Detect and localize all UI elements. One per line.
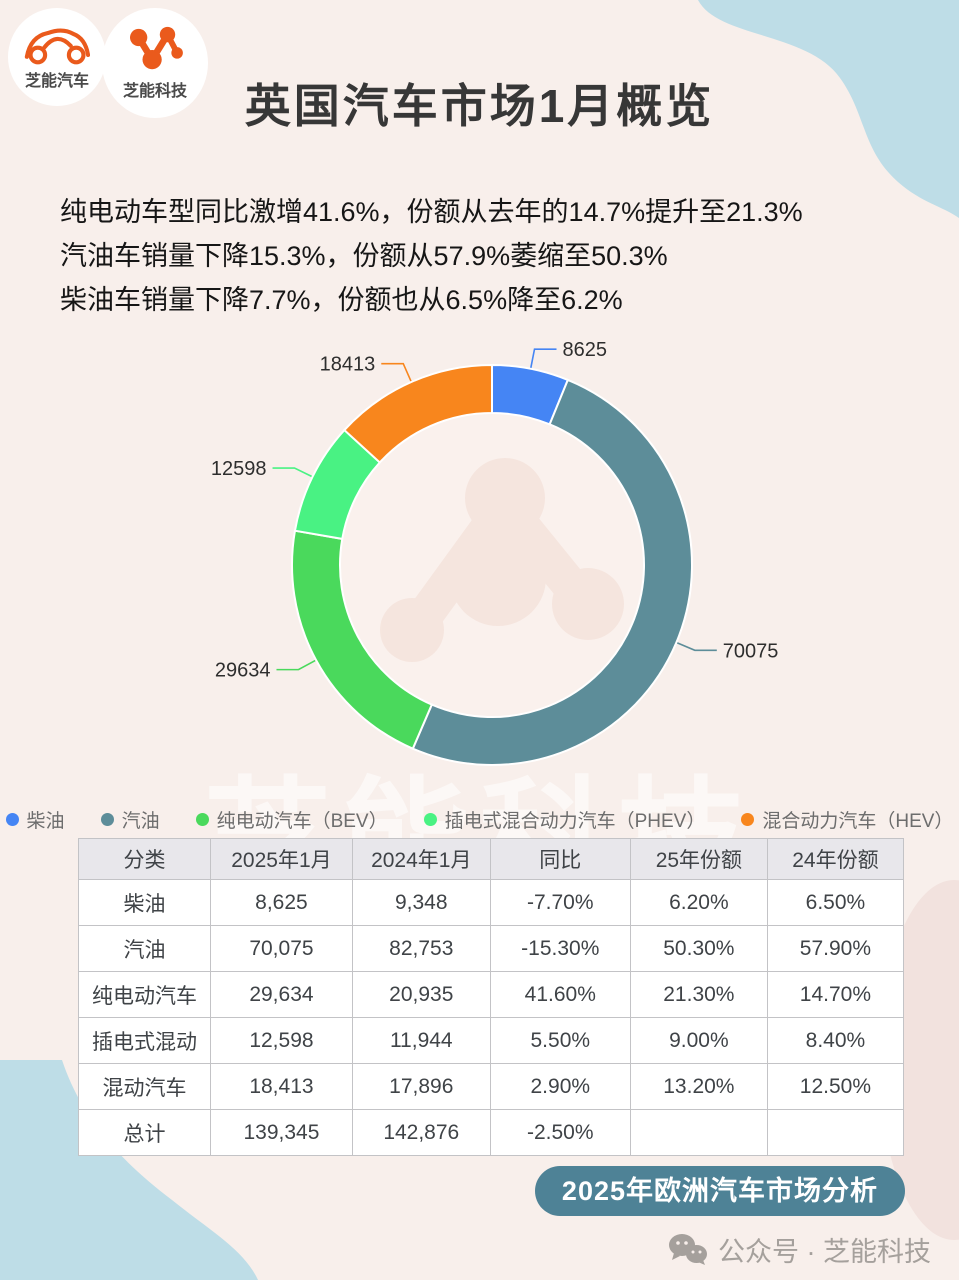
donut-slice-1[interactable] (411, 378, 693, 766)
legend-item-4[interactable]: 混合动力汽车（HEV） (741, 806, 953, 833)
logo-label: 芝能科技 (122, 83, 187, 100)
data-label: 29634 (215, 660, 271, 682)
logo-zhineng-auto: 芝能汽车 (8, 8, 106, 106)
legend-dot (195, 813, 209, 826)
table-header-cell: 24年份额 (766, 838, 905, 880)
table-cell: 57.90% (766, 925, 905, 972)
footer: 公众号 · 芝能科技 (668, 1230, 931, 1269)
table-header-cell: 25年份额 (629, 838, 768, 880)
wechat-icon (669, 1234, 707, 1265)
table-cell: 13.20% (629, 1063, 768, 1110)
table-cell: 11,944 (351, 1017, 491, 1064)
table-cell: 纯电动汽车 (78, 971, 211, 1018)
table-cell: 21.30% (629, 971, 768, 1018)
table-cell: 142,876 (351, 1109, 491, 1156)
legend-label: 插电式混合动力汽车（PHEV） (444, 811, 706, 832)
table-cell: 12,598 (210, 1017, 353, 1064)
table-cell (766, 1109, 905, 1156)
table-cell: 29,634 (210, 971, 353, 1018)
table-header-cell: 分类 (78, 838, 211, 880)
table-cell: 6.50% (766, 879, 905, 926)
table-cell: 2.90% (489, 1063, 631, 1110)
legend-dot (741, 813, 755, 826)
table-cell: 41.60% (489, 971, 631, 1018)
table-cell: -2.50% (489, 1109, 631, 1156)
donut-slice-4[interactable] (342, 363, 493, 464)
legend-item-0[interactable]: 柴油 (5, 806, 65, 833)
table-cell: 6.20% (629, 879, 768, 926)
table-cell: 8,625 (210, 879, 353, 926)
label-leader-line (381, 362, 412, 382)
table-cell: 139,345 (210, 1109, 353, 1156)
table-row: 柴油 8,625 9,348 -7.70% 6.20% 6.50% (78, 879, 905, 926)
summary-line: 柴油车销量下降7.7%，份额也从6.5%降至6.2% (60, 285, 623, 315)
legend-label: 混合动力汽车（HEV） (762, 811, 954, 832)
table-cell (629, 1109, 768, 1156)
table-row: 纯电动汽车 29,634 20,935 41.60% 21.30% 14.70% (78, 971, 905, 1018)
table-cell: 总计 (78, 1109, 211, 1156)
table-cell: 汽油 (78, 925, 211, 972)
footer-text: 公众号 · 芝能科技 (718, 1237, 931, 1267)
label-leader-line (272, 467, 312, 478)
table-header-cell: 2025年1月 (210, 838, 353, 880)
data-label: 12598 (211, 458, 267, 480)
table-cell: 17,896 (351, 1063, 491, 1110)
table-row: 混动汽车 18,413 17,896 2.90% 13.20% 12.50% (78, 1063, 905, 1110)
page-title: 英国汽车市场1月概览 (244, 80, 715, 132)
summary-line: 纯电动车型同比激增41.6%，份额从去年的14.7%提升至21.3% (60, 197, 803, 227)
legend-label: 柴油 (26, 811, 65, 832)
table-header-cell: 同比 (489, 838, 631, 880)
logo-zhineng-tech: 芝能科技 (102, 8, 208, 118)
market-data-table: 分类 2025年1月 2024年1月 同比 25年份额 24年份额 柴油 8,625 9,34… (78, 838, 905, 1156)
table-cell: 9,348 (351, 879, 491, 926)
table-cell: 82,753 (351, 925, 491, 972)
table-cell: 12.50% (766, 1063, 905, 1110)
legend-dot (5, 813, 19, 826)
table-row: 总计 139,345 142,876 -2.50% (78, 1109, 905, 1156)
legend-dot (100, 813, 114, 826)
legend-label: 汽油 (121, 811, 160, 832)
data-label: 8625 (563, 339, 608, 361)
table-cell: 14.70% (766, 971, 905, 1018)
table-cell: 9.00% (629, 1017, 768, 1064)
table-cell: -7.70% (489, 879, 631, 926)
table-header-row: 分类 2025年1月 2024年1月 同比 25年份额 24年份额 (78, 838, 905, 880)
logo-label: 芝能汽车 (24, 73, 89, 90)
table-row: 插电式混动 12,598 11,944 5.50% 9.00% 8.40% (78, 1017, 905, 1064)
data-label: 18413 (320, 354, 376, 376)
table-cell: 插电式混动 (78, 1017, 211, 1064)
data-label: 70075 (723, 640, 779, 662)
table-cell: -15.30% (489, 925, 631, 972)
summary-line: 汽油车销量下降15.3%，份额从57.9%萎缩至50.3% (60, 241, 668, 271)
table-cell: 50.30% (629, 925, 768, 972)
label-leader-line (676, 642, 717, 652)
label-leader-line (276, 659, 316, 671)
table-cell: 柴油 (78, 879, 211, 926)
molecule-icon (130, 26, 183, 70)
bottom-badge: 2025年欧洲汽车市场分析 (534, 1166, 905, 1216)
table-cell: 18,413 (210, 1063, 353, 1110)
car-icon (24, 28, 90, 65)
chart-legend: 柴油 汽油 纯电动汽车（BEV） 插电式混合动力汽车（PHEV） 混合动力汽车（HEV） (0, 806, 959, 833)
legend-item-2[interactable]: 纯电动汽车（BEV） (195, 806, 388, 833)
table-cell: 5.50% (489, 1017, 631, 1064)
table-header-cell: 2024年1月 (351, 838, 491, 880)
label-leader-line (530, 348, 557, 368)
center-watermark-molecule (380, 458, 624, 662)
table-cell: 20,935 (351, 971, 491, 1018)
legend-item-3[interactable]: 插电式混合动力汽车（PHEV） (423, 806, 706, 833)
legend-item-1[interactable]: 汽油 (100, 806, 160, 833)
table-row: 汽油 70,075 82,753 -15.30% 50.30% 57.90% (78, 925, 905, 972)
table-cell: 8.40% (766, 1017, 905, 1064)
summary-text: 纯电动车型同比激增41.6%，份额从去年的14.7%提升至21.3% 汽油车销量… (60, 190, 803, 322)
donut-chart: 8625 70075 29634 12598 18413 (0, 320, 959, 810)
legend-label: 纯电动汽车（BEV） (216, 811, 388, 832)
table-cell: 混动汽车 (78, 1063, 211, 1110)
table-cell: 70,075 (210, 925, 353, 972)
legend-dot (423, 813, 437, 826)
